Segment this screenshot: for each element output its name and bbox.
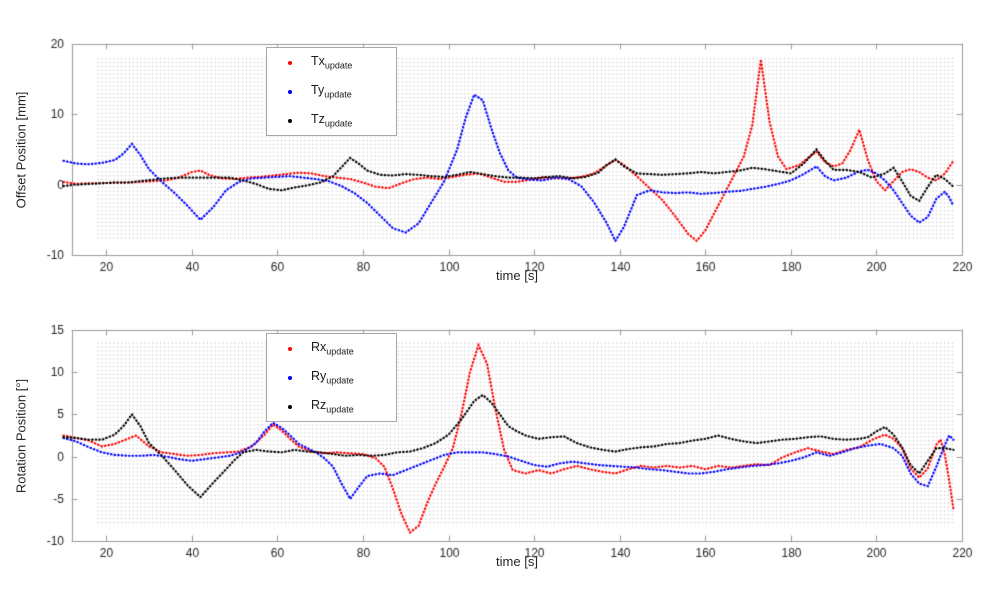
rotation-y-axis-label: Rotation Position [°] — [13, 378, 29, 494]
legend-label-main: Rx — [311, 339, 327, 354]
rotation-legend: Rxupdate Ryupdate Rzupdate — [266, 333, 397, 422]
legend-label-main: Rz — [311, 397, 327, 412]
ty-marker-icon — [288, 89, 292, 94]
rz-marker-icon — [288, 404, 292, 409]
legend-label-sub: update — [326, 404, 354, 415]
legend-label-sub: update — [324, 89, 352, 100]
legend-item-ty-update: Tyupdate — [267, 77, 396, 106]
offset-y-axis-label: Offset Position [mm] — [13, 91, 29, 209]
legend-item-tx-update: Txupdate — [267, 48, 396, 77]
rx-marker-icon — [288, 346, 292, 351]
legend-label-main: Ty — [311, 82, 325, 97]
legend-item-rz-update: Rzupdate — [267, 392, 396, 421]
legend-label-sub: update — [326, 346, 354, 357]
legend-label-ry-update: Ryupdate — [311, 370, 354, 386]
legend-label-sub: update — [324, 118, 353, 129]
offset-x-axis-label: time [s] — [496, 268, 538, 283]
ry-marker-icon — [288, 375, 292, 380]
rotation-position-chart-canvas — [0, 304, 994, 608]
legend-label-sub: update — [326, 375, 354, 386]
tx-marker-icon — [288, 60, 292, 65]
offset-legend: Txupdate Tyupdate Tzupdate — [266, 47, 397, 136]
legend-label-ty-update: Tyupdate — [311, 84, 352, 100]
legend-label-main: Tz — [311, 111, 325, 126]
legend-item-tz-update: Tzupdate — [267, 106, 396, 135]
legend-item-ry-update: Ryupdate — [267, 363, 396, 392]
rotation-x-axis-label: time [s] — [496, 554, 538, 569]
legend-label-sub: update — [324, 60, 353, 71]
offset-position-chart-canvas — [0, 0, 994, 304]
legend-label-main: Tx — [311, 53, 325, 68]
legend-label-main: Ry — [311, 368, 327, 383]
legend-label-tx-update: Txupdate — [311, 55, 352, 71]
legend-label-rx-update: Rxupdate — [311, 341, 354, 357]
tz-marker-icon — [288, 118, 292, 123]
legend-label-tz-update: Tzupdate — [311, 113, 352, 129]
legend-label-rz-update: Rzupdate — [311, 399, 354, 415]
legend-item-rx-update: Rxupdate — [267, 334, 396, 363]
